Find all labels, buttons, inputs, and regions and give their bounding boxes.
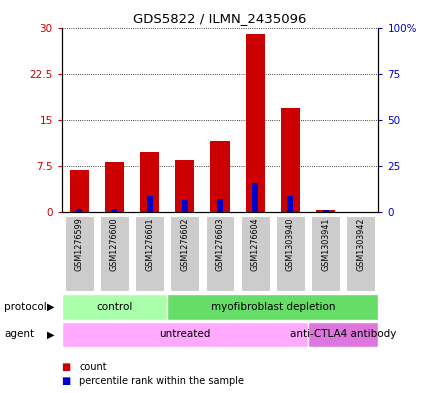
FancyBboxPatch shape xyxy=(276,216,305,291)
Text: GSM1276601: GSM1276601 xyxy=(145,217,154,271)
FancyBboxPatch shape xyxy=(241,216,270,291)
Text: ▶: ▶ xyxy=(47,329,55,340)
Bar xyxy=(105,162,124,212)
Text: percentile rank within the sample: percentile rank within the sample xyxy=(79,376,244,386)
Text: ▶: ▶ xyxy=(47,302,55,312)
Bar xyxy=(175,160,194,212)
FancyBboxPatch shape xyxy=(100,216,129,291)
FancyBboxPatch shape xyxy=(346,216,375,291)
Bar xyxy=(281,108,300,212)
FancyBboxPatch shape xyxy=(135,216,164,291)
FancyBboxPatch shape xyxy=(205,216,235,291)
Bar xyxy=(70,170,89,212)
Text: GSM1276600: GSM1276600 xyxy=(110,217,119,271)
Text: GDS5822 / ILMN_2435096: GDS5822 / ILMN_2435096 xyxy=(133,12,307,25)
FancyBboxPatch shape xyxy=(308,321,378,347)
Text: GSM1276599: GSM1276599 xyxy=(75,217,84,271)
Text: GSM1303942: GSM1303942 xyxy=(356,217,365,271)
Bar xyxy=(316,210,335,212)
Text: ■: ■ xyxy=(62,362,71,373)
Text: count: count xyxy=(79,362,107,373)
FancyBboxPatch shape xyxy=(62,294,167,320)
Bar xyxy=(252,183,258,212)
FancyBboxPatch shape xyxy=(65,216,94,291)
Text: control: control xyxy=(96,302,132,312)
Text: anti-CTLA4 antibody: anti-CTLA4 antibody xyxy=(290,329,396,340)
FancyBboxPatch shape xyxy=(311,216,340,291)
Text: GSM1276603: GSM1276603 xyxy=(216,217,224,271)
Bar xyxy=(182,200,188,212)
Text: GSM1303941: GSM1303941 xyxy=(321,217,330,271)
Text: agent: agent xyxy=(4,329,34,340)
Bar xyxy=(246,34,265,212)
Text: untreated: untreated xyxy=(159,329,210,340)
Text: GSM1276604: GSM1276604 xyxy=(251,217,260,271)
Text: protocol: protocol xyxy=(4,302,47,312)
Bar xyxy=(217,199,223,212)
Bar xyxy=(210,141,230,212)
Text: ■: ■ xyxy=(62,376,71,386)
Text: myofibroblast depletion: myofibroblast depletion xyxy=(211,302,335,312)
FancyBboxPatch shape xyxy=(167,294,378,320)
FancyBboxPatch shape xyxy=(170,216,199,291)
Text: GSM1276602: GSM1276602 xyxy=(180,217,189,271)
Bar xyxy=(287,196,293,212)
Bar xyxy=(140,152,159,212)
Text: GSM1303940: GSM1303940 xyxy=(286,217,295,271)
Bar xyxy=(323,210,329,212)
Bar xyxy=(147,196,153,212)
Bar xyxy=(111,209,117,212)
FancyBboxPatch shape xyxy=(62,321,308,347)
Bar xyxy=(76,209,82,212)
